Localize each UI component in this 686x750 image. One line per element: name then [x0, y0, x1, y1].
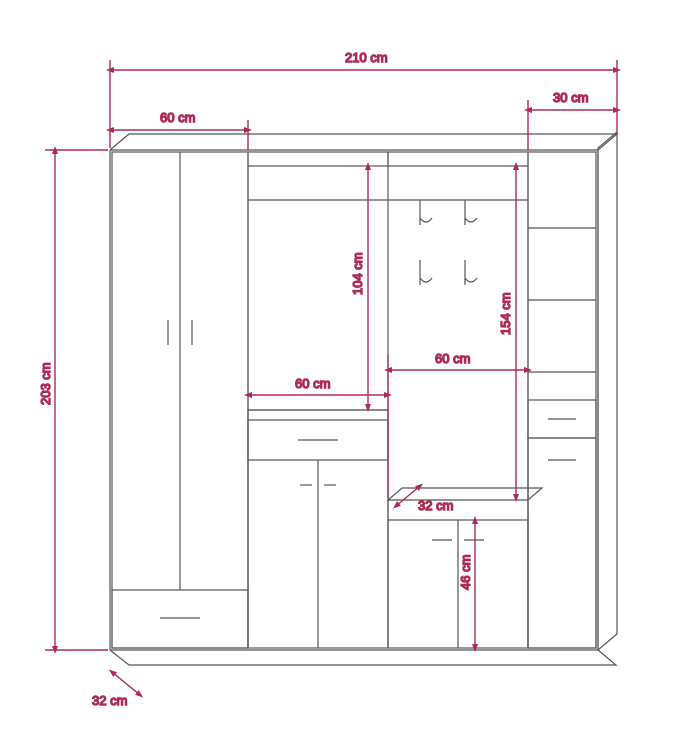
dim-bench-height: 46 cm: [458, 555, 473, 590]
dim-bench-depth: 32 cm: [418, 498, 453, 513]
dim-wardrobe-width: 60 cm: [160, 110, 195, 125]
dim-shelf-width: 30 cm: [553, 90, 588, 105]
furniture-dimension-diagram: 210 cm 30 cm 60 cm 203 cm 32 cm 104 cm 1…: [0, 0, 686, 750]
dim-depth: 32 cm: [92, 693, 127, 708]
dim-mid-right: 60 cm: [435, 351, 470, 366]
furniture-outline: [110, 132, 617, 665]
dim-total-width: 210 cm: [345, 50, 388, 65]
dim-mid-left: 60 cm: [295, 376, 330, 391]
dim-upper-drop: 104 cm: [350, 252, 365, 295]
dim-upper-drop-right: 154 cm: [498, 292, 513, 335]
dimension-lines: 210 cm 30 cm 60 cm 203 cm 32 cm 104 cm 1…: [38, 50, 617, 708]
dim-total-height: 203 cm: [38, 362, 53, 405]
